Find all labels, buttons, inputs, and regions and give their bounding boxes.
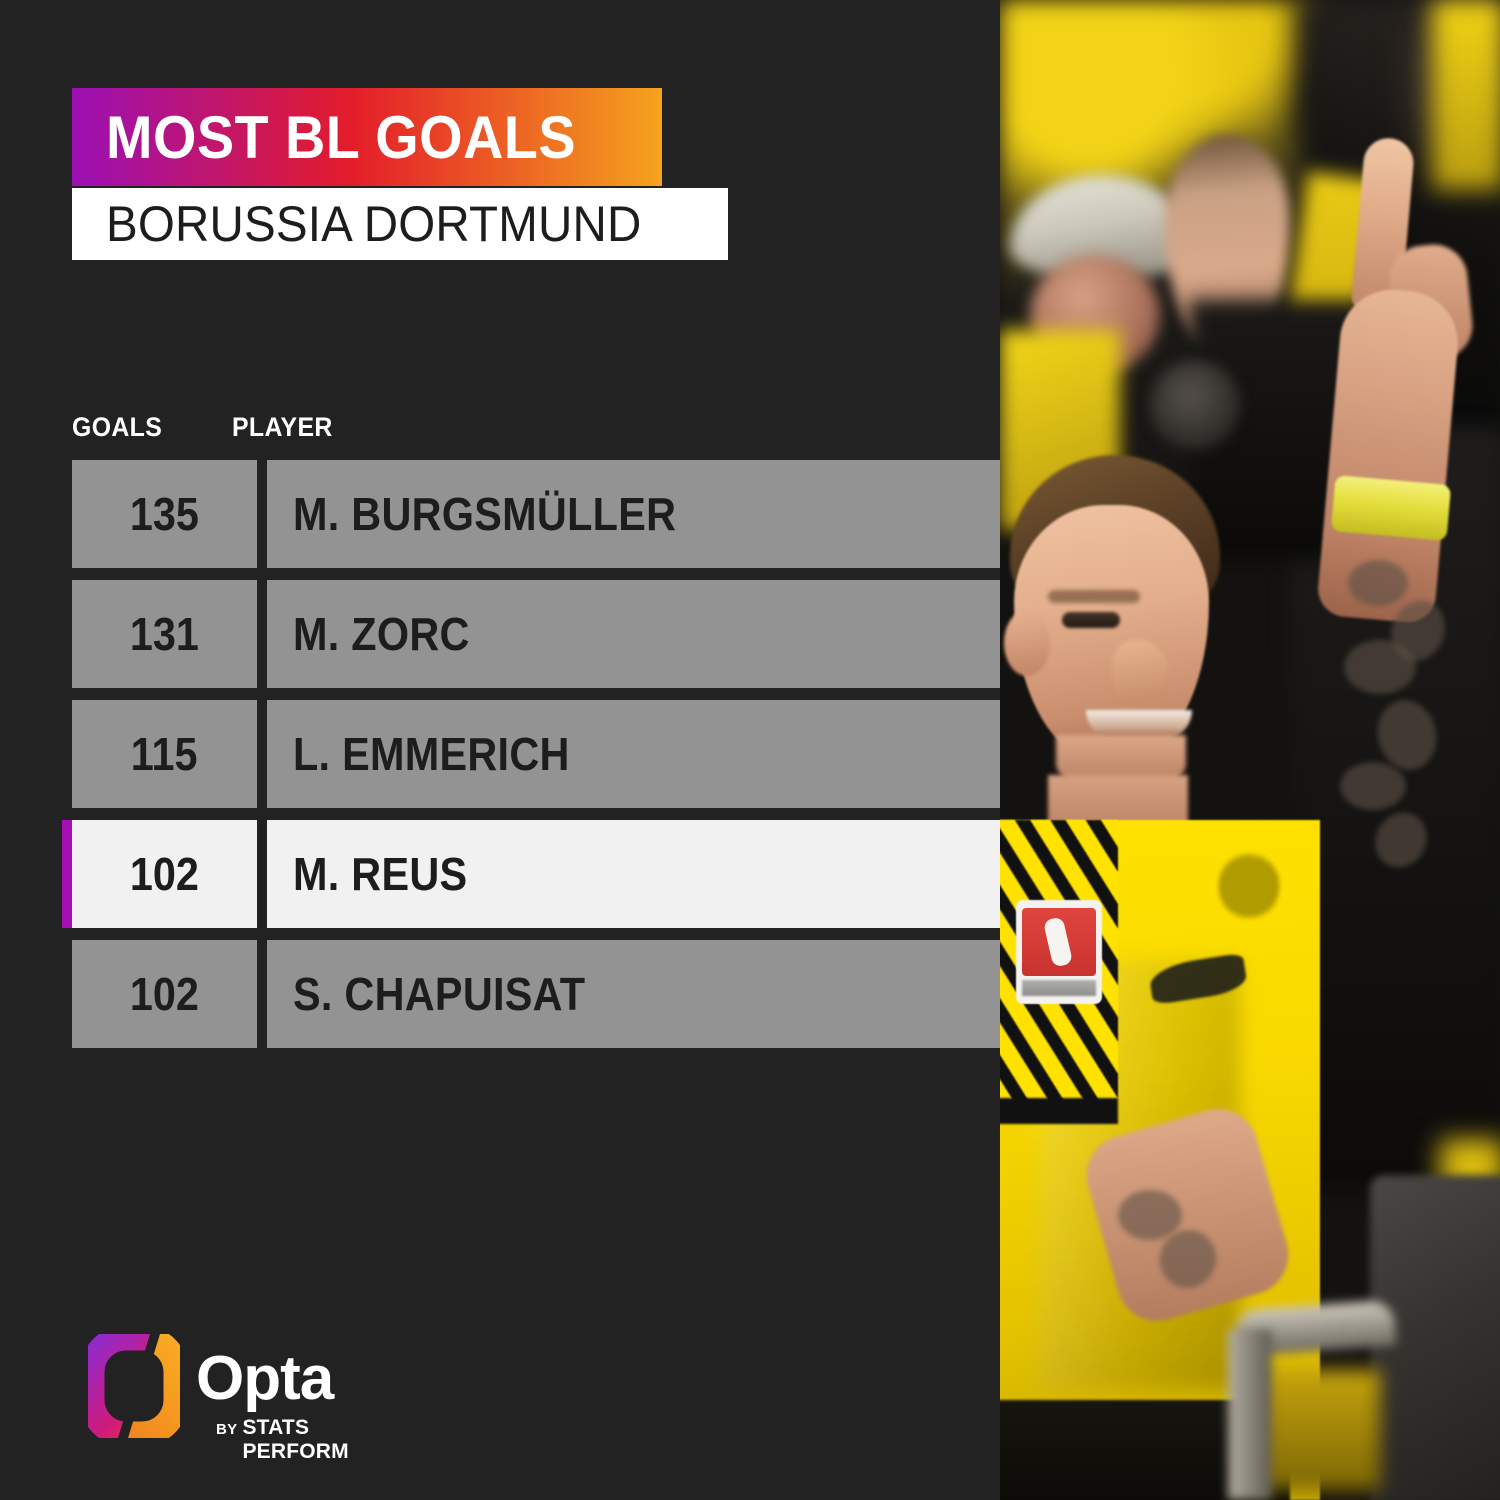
- stats-table: 135 M. BURGSMÜLLER 131 M. ZORC 115 L. EMMERIC…: [62, 460, 1000, 1060]
- arm-tattoo: [1344, 640, 1416, 694]
- table-row: 102 M. REUS: [62, 820, 1000, 928]
- byline-text: STATS PERFORM: [242, 1416, 349, 1463]
- yellow-wristband: [1330, 475, 1452, 541]
- column-header-player: PLAYER: [232, 412, 333, 442]
- arm-tattoo: [1340, 762, 1406, 810]
- goals-value: 135: [129, 488, 200, 540]
- table-row: 102 S. CHAPUISAT: [62, 940, 1000, 1048]
- cell-player: M. REUS: [267, 820, 1000, 928]
- cell-goals: 102: [72, 820, 257, 928]
- cell-goals: 102: [72, 940, 257, 1048]
- cell-player: L. EMMERICH: [267, 700, 1000, 808]
- cell-goals: 115: [72, 700, 257, 808]
- cell-player: M. BURGSMÜLLER: [267, 460, 1000, 568]
- title-gradient-bar: MOST BL GOALS: [72, 88, 662, 186]
- stadium-railing-post: [1228, 1330, 1272, 1500]
- player-name: M. BURGSMÜLLER: [293, 488, 677, 540]
- camera-lens-blur: [1150, 360, 1240, 450]
- column-header-goals: GOALS: [72, 412, 163, 442]
- table-row: 135 M. BURGSMÜLLER: [62, 460, 1000, 568]
- crowd-yellow-strip: [1432, 0, 1500, 190]
- subtitle-bar: BORUSSIA DORTMUND: [72, 188, 728, 260]
- goals-value: 102: [129, 968, 200, 1020]
- bundesliga-patch-text: [1022, 980, 1096, 996]
- player-eye: [1062, 612, 1120, 628]
- forearm-tattoo: [1118, 1190, 1182, 1240]
- table-row: 131 M. ZORC: [62, 580, 1000, 688]
- arm-tattoo: [1348, 560, 1408, 606]
- player-nose: [1112, 640, 1168, 702]
- player-photo: [1000, 0, 1500, 1500]
- byline-prefix: BY: [216, 1421, 238, 1438]
- player-eyebrow: [1048, 590, 1140, 603]
- cell-player: S. CHAPUISAT: [267, 940, 1000, 1048]
- jersey-sleeve-hem: [1000, 1098, 1118, 1124]
- page-subtitle: BORUSSIA DORTMUND: [106, 196, 642, 252]
- cell-goals: 135: [72, 460, 257, 568]
- opta-byline: BY STATS PERFORM: [216, 1416, 408, 1464]
- opta-mark-icon: [88, 1334, 180, 1438]
- player-ear: [1004, 610, 1050, 676]
- opta-wordmark: Opta: [196, 1348, 334, 1410]
- player-name: M. ZORC: [293, 608, 470, 660]
- goals-value: 115: [131, 728, 198, 780]
- club-crest: [1218, 850, 1280, 922]
- title-block: MOST BL GOALS BORUSSIA DORTMUND: [72, 88, 728, 260]
- opta-wordmark-text: Opta: [196, 1344, 334, 1413]
- opta-logo: Opta BY STATS PERFORM: [88, 1334, 408, 1463]
- goals-value: 131: [129, 608, 200, 660]
- player-name: S. CHAPUISAT: [293, 968, 586, 1020]
- player-name: M. REUS: [293, 848, 468, 900]
- cell-goals: 131: [72, 580, 257, 688]
- goals-value: 102: [129, 848, 200, 900]
- table-row: 115 L. EMMERICH: [62, 700, 1000, 808]
- cell-player: M. ZORC: [267, 580, 1000, 688]
- player-name: L. EMMERICH: [293, 728, 570, 780]
- page-title: MOST BL GOALS: [106, 103, 577, 171]
- row-highlight-accent: [62, 820, 72, 928]
